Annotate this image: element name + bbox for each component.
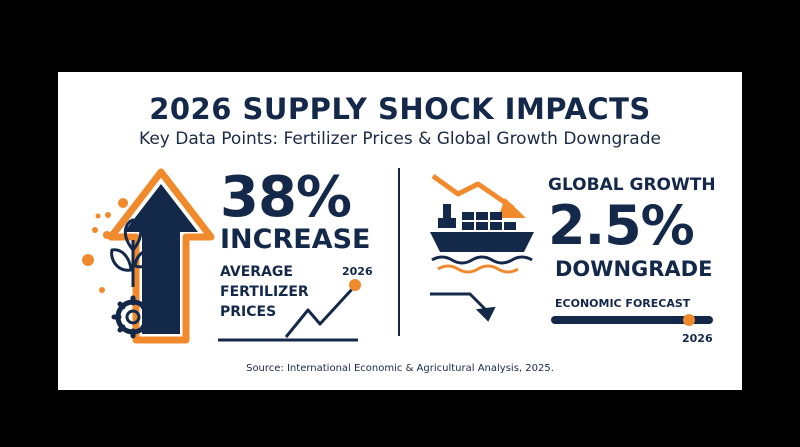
center-divider xyxy=(398,168,400,336)
left-year-label: 2026 xyxy=(342,265,373,278)
forecast-progress-marker xyxy=(682,314,695,326)
growth-downgrade-value: 2.5% xyxy=(548,194,695,257)
up-arrow-icon xyxy=(107,168,215,344)
icon-layer xyxy=(82,168,534,344)
decline-arrow-icon xyxy=(430,292,496,322)
right-year-label: 2026 xyxy=(682,332,713,345)
infographic-card: 2026 SUPPLY SHOCK IMPACTS Key Data Point… xyxy=(58,72,742,390)
fertilizer-description: AVERAGE FERTILIZER PRICES xyxy=(220,264,309,320)
down-trend-arrow-icon xyxy=(431,173,526,218)
page-subtitle: Key Data Points: Fertilizer Prices & Glo… xyxy=(139,129,661,149)
plant-gear-icon xyxy=(82,198,156,339)
source-note: Source: International Economic & Agricul… xyxy=(246,363,554,374)
increase-label: INCREASE xyxy=(220,224,371,255)
fertilizer-increase-value: 38% xyxy=(220,165,352,230)
cargo-ship-icon xyxy=(430,204,534,274)
downgrade-label: DOWNGRADE xyxy=(555,257,713,281)
forecast-progress-bar xyxy=(551,316,713,324)
global-growth-label: GLOBAL GROWTH xyxy=(548,175,716,195)
line-chart-icon xyxy=(218,279,361,342)
economic-forecast-label: ECONOMIC FORECAST xyxy=(555,297,691,310)
page-title: 2026 SUPPLY SHOCK IMPACTS xyxy=(149,92,651,126)
